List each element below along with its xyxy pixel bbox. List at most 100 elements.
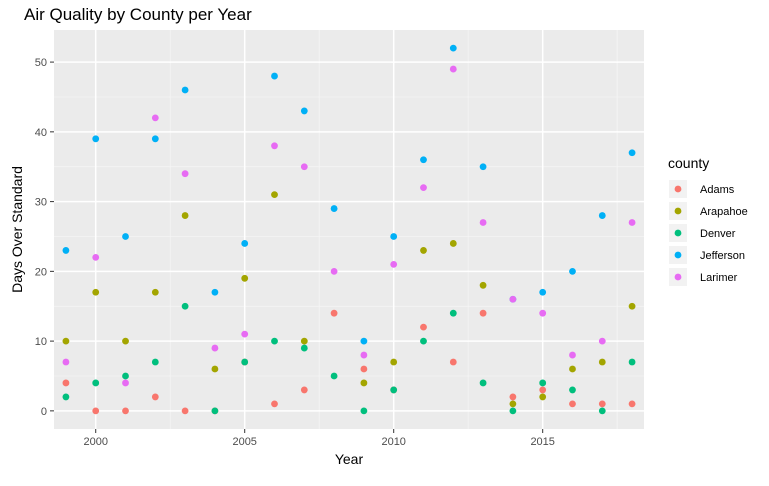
legend-title: county (668, 155, 709, 171)
point-jefferson (151, 135, 159, 143)
plot-panel (54, 30, 644, 429)
point-arapahoe (211, 365, 219, 373)
point-arapahoe (181, 212, 189, 219)
point-arapahoe (390, 358, 398, 366)
point-jefferson (330, 205, 338, 212)
point-denver (92, 379, 100, 387)
y-tick-label: 0 (41, 406, 47, 418)
legend-key-point (674, 185, 682, 193)
x-axis: 2000 2005 2010 2015 (83, 429, 555, 448)
data-points (62, 44, 636, 415)
point-jefferson (62, 247, 70, 254)
point-denver (330, 372, 338, 380)
point-adams (271, 400, 278, 408)
point-jefferson (92, 135, 100, 143)
point-arapahoe (300, 337, 308, 345)
point-jefferson (479, 163, 487, 171)
point-jefferson (449, 44, 457, 52)
y-tick-label: 10 (35, 336, 47, 348)
point-adams (300, 386, 308, 394)
point-denver (539, 379, 547, 387)
point-adams (360, 365, 368, 373)
legend-label-arapahoe: Arapahoe (700, 206, 748, 218)
point-denver (360, 407, 368, 415)
point-larimer (181, 170, 189, 178)
point-denver (181, 302, 189, 310)
grid-minor (54, 30, 644, 429)
legend: county Adams Arapahoe Denver Jefferson Larim… (668, 155, 748, 286)
point-jefferson (211, 288, 219, 296)
point-jefferson (181, 86, 189, 94)
y-tick-label: 50 (35, 57, 47, 69)
x-tick-label: 2015 (530, 436, 554, 448)
point-adams (479, 309, 487, 317)
point-larimer (211, 344, 219, 352)
point-arapahoe (241, 274, 249, 282)
point-denver (569, 386, 576, 394)
point-adams (420, 323, 427, 331)
point-adams (330, 309, 338, 317)
point-adams (569, 400, 576, 408)
point-arapahoe (628, 302, 636, 310)
point-denver (420, 337, 427, 345)
point-larimer (569, 351, 576, 359)
point-jefferson (539, 288, 547, 296)
point-jefferson (241, 240, 249, 247)
point-denver (151, 358, 159, 366)
point-adams (509, 393, 517, 401)
point-denver (390, 386, 398, 394)
legend-label-larimer: Larimer (700, 272, 738, 284)
x-axis-title: Year (335, 451, 364, 467)
point-denver (628, 358, 636, 366)
legend-label-denver: Denver (700, 228, 736, 240)
point-jefferson (420, 156, 427, 164)
point-denver (62, 393, 70, 401)
point-larimer (539, 309, 547, 317)
point-arapahoe (569, 365, 576, 373)
y-tick-label: 20 (35, 266, 47, 278)
point-jefferson (569, 267, 576, 275)
point-denver (598, 407, 606, 415)
point-larimer (330, 267, 338, 275)
grid-major (54, 30, 644, 429)
point-jefferson (122, 233, 129, 240)
point-adams (151, 393, 159, 401)
point-arapahoe (62, 337, 70, 345)
point-denver (122, 372, 129, 380)
point-jefferson (271, 72, 278, 80)
point-arapahoe (598, 358, 606, 366)
point-larimer (360, 351, 368, 359)
point-arapahoe (122, 337, 129, 345)
x-tick-label: 2000 (83, 436, 107, 448)
legend-key-point (674, 251, 682, 259)
point-adams (92, 407, 100, 415)
legend-label-jefferson: Jefferson (700, 250, 745, 262)
point-arapahoe (92, 288, 100, 296)
point-denver (211, 407, 219, 415)
chart-title: Air Quality by County per Year (24, 5, 252, 24)
point-arapahoe (539, 393, 547, 401)
point-denver (271, 337, 278, 345)
point-larimer (390, 260, 398, 268)
point-denver (300, 344, 308, 352)
point-arapahoe (509, 400, 517, 408)
legend-key-point (674, 229, 682, 237)
x-tick-label: 2005 (232, 436, 256, 448)
point-jefferson (598, 212, 606, 219)
point-denver (449, 309, 457, 317)
point-larimer (628, 219, 636, 226)
point-larimer (271, 142, 278, 150)
point-denver (479, 379, 487, 387)
legend-key-point (674, 273, 682, 281)
point-larimer (122, 379, 129, 387)
point-larimer (151, 114, 159, 122)
point-adams (598, 400, 606, 408)
point-jefferson (360, 337, 368, 345)
legend-key-point (674, 207, 682, 215)
point-larimer (509, 295, 517, 303)
point-adams (628, 400, 636, 408)
legend-label-adams: Adams (700, 184, 735, 196)
point-jefferson (300, 107, 308, 115)
point-jefferson (390, 233, 398, 240)
